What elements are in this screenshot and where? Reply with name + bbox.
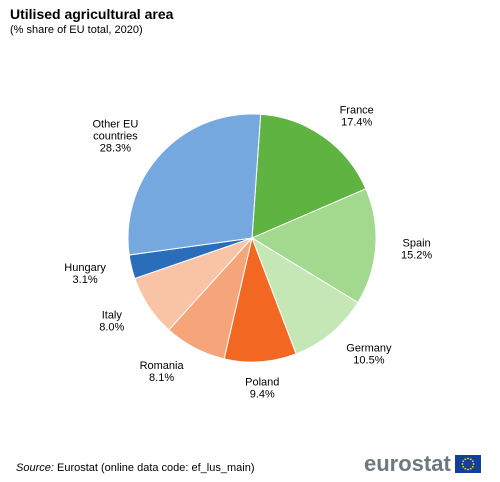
logo-text: eurostat bbox=[364, 451, 451, 476]
chart-subtitle: (% share of EU total, 2020) bbox=[10, 24, 143, 36]
pie-slice-france bbox=[251, 113, 367, 239]
slice-label-spain: Spain 15.2% bbox=[401, 238, 432, 262]
pie-slices bbox=[127, 113, 377, 363]
slice-label-other-eu-countries: Other EU countries 28.3% bbox=[92, 119, 138, 155]
slice-label-romania: Romania 8.1% bbox=[140, 360, 185, 384]
eurostat-logo: eurostat bbox=[364, 452, 481, 476]
pie-labels: France 17.4% Spain 15.2% Germany 10.5% Poland 9… bbox=[64, 105, 432, 401]
source-text: Eurostat (online data code: ef_lus_main) bbox=[56, 462, 255, 474]
pie-slice-spain bbox=[250, 188, 377, 304]
slice-label-france: France 17.4% bbox=[340, 105, 374, 129]
eu-flag-icon bbox=[454, 455, 481, 473]
pie-slice-germany bbox=[251, 236, 359, 355]
source-prefix: Source: bbox=[16, 462, 54, 474]
pie-chart: France 17.4% Spain 15.2% Germany 10.5% Poland 9… bbox=[64, 105, 432, 401]
chart-title: Utilised agricultural area bbox=[10, 6, 174, 22]
slice-label-italy: Italy 8.0% bbox=[99, 310, 124, 334]
slice-label-hungary: Hungary 3.1% bbox=[64, 262, 106, 286]
source-note: Source: Eurostat (online data code: ef_l… bbox=[16, 462, 255, 474]
slice-label-poland: Poland 9.4% bbox=[245, 377, 279, 401]
slice-label-germany: Germany 10.5% bbox=[346, 342, 392, 366]
pie-slice-other-eu-countries bbox=[127, 113, 262, 256]
